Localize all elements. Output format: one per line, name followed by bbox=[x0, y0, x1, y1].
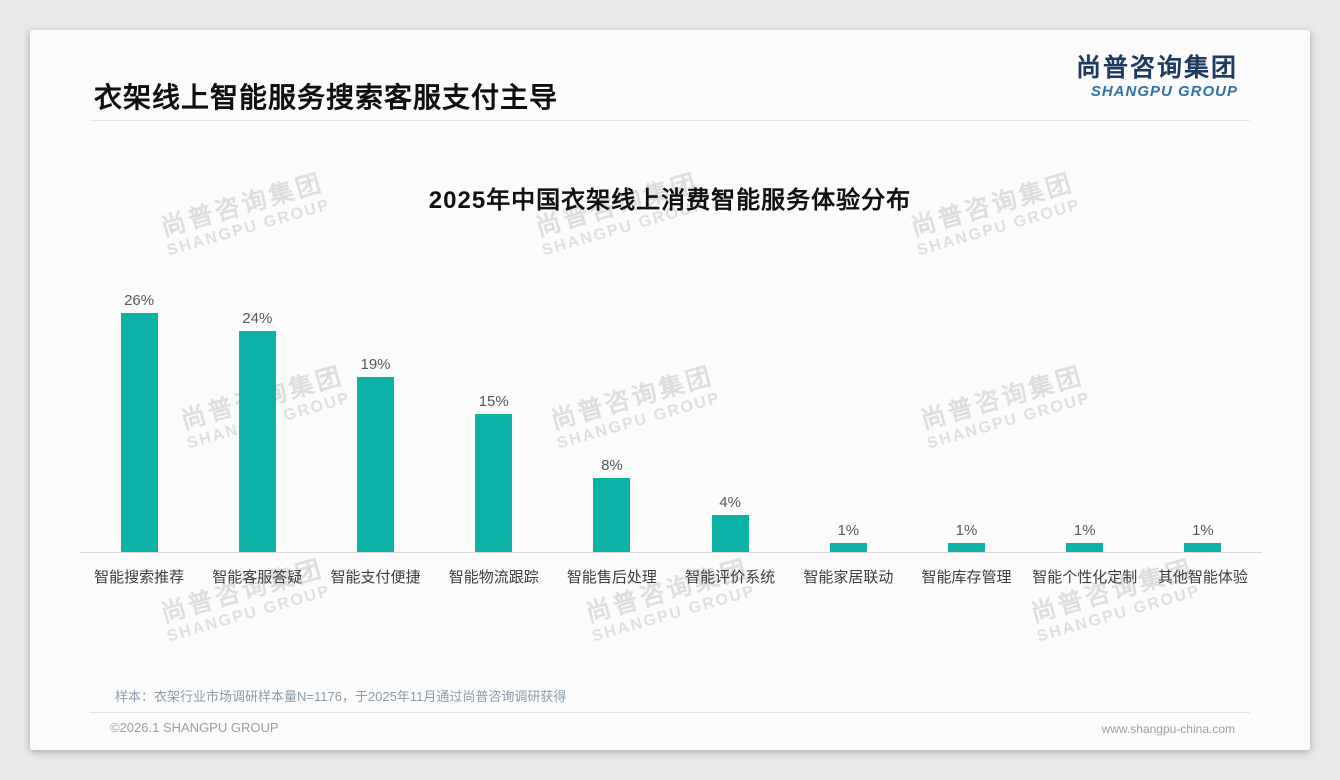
page-title: 衣架线上智能服务搜索客服支付主导 bbox=[94, 82, 559, 113]
bar-group: 1% bbox=[1026, 522, 1144, 552]
category-label: 智能库存管理 bbox=[921, 569, 1012, 586]
bar-group: 1% bbox=[907, 522, 1025, 552]
bar bbox=[1184, 543, 1222, 552]
category-label: 智能家居联动 bbox=[803, 569, 894, 586]
category-label: 智能支付便捷 bbox=[330, 569, 421, 586]
bar-value-label: 24% bbox=[242, 310, 273, 327]
bar-group: 26% bbox=[80, 292, 198, 552]
logo-english-text: SHANGPU GROUP bbox=[1090, 82, 1238, 100]
bar bbox=[711, 515, 749, 552]
bar-group: 24% bbox=[198, 310, 316, 552]
footer-divider bbox=[90, 712, 1250, 713]
bar-value-label: 1% bbox=[955, 522, 978, 539]
category-axis: 智能搜索推荐 智能客服答疑 智能支付便捷 智能物流跟踪 智能售后处理 智能评价系统 智能家居… bbox=[80, 566, 1262, 587]
bar-chart: 26% 24% 19% 15% 8% 4% 1% 1% 1% 1% bbox=[80, 292, 1262, 553]
bar bbox=[238, 331, 276, 552]
category-label: 智能评价系统 bbox=[685, 569, 776, 586]
chart-title: 2025年中国衣架线上消费智能服务体验分布 bbox=[428, 187, 912, 214]
category-label: 智能客服答疑 bbox=[212, 569, 303, 586]
bar-value-label: 1% bbox=[837, 522, 860, 539]
bar-group: 1% bbox=[789, 522, 907, 552]
category-label: 智能物流跟踪 bbox=[448, 569, 539, 586]
watermark-line1: 尚普咨询集团 bbox=[157, 554, 327, 628]
bar bbox=[829, 543, 867, 552]
bar-value-label: 8% bbox=[601, 457, 623, 474]
bar-group: 8% bbox=[553, 457, 671, 552]
bar bbox=[475, 414, 513, 552]
bar-value-label: 4% bbox=[719, 494, 741, 511]
logo-chinese-text: 尚普咨询集团 bbox=[1075, 54, 1238, 82]
company-logo: 尚普咨询集团 SHANGPU GROUP bbox=[1076, 54, 1238, 100]
bar-value-label: 1% bbox=[1192, 522, 1214, 539]
bar bbox=[948, 543, 986, 552]
bar-value-label: 1% bbox=[1073, 522, 1096, 539]
category-label: 智能搜索推荐 bbox=[94, 569, 185, 586]
slide-card: 衣架线上智能服务搜索客服支付主导 尚普咨询集团 SHANGPU GROUP 尚普… bbox=[30, 30, 1310, 750]
bar bbox=[120, 313, 158, 552]
bar-value-label: 19% bbox=[360, 356, 391, 373]
watermark-line2: SHANGPU GROUP bbox=[590, 581, 758, 645]
bar-group: 15% bbox=[435, 393, 553, 552]
bar bbox=[357, 377, 394, 552]
bar-group: 1% bbox=[1144, 522, 1262, 552]
category-label: 智能个性化定制 bbox=[1032, 569, 1138, 586]
watermark-line2: SHANGPU GROUP bbox=[1035, 581, 1203, 645]
watermark-line2: SHANGPU GROUP bbox=[165, 581, 333, 645]
category-label: 智能售后处理 bbox=[566, 569, 657, 586]
bar-group: 4% bbox=[671, 494, 789, 552]
bar-value-label: 26% bbox=[124, 292, 155, 309]
bar bbox=[593, 478, 631, 552]
sample-footnote: 样本：衣架行业市场调研样本量N=1176，于2025年11月通过尚普咨询调研获得 bbox=[115, 689, 567, 704]
category-label: 其他智能体验 bbox=[1157, 569, 1248, 586]
watermark-line1: 尚普咨询集团 bbox=[1027, 554, 1197, 628]
header-divider bbox=[90, 120, 1250, 121]
bar-group: 19% bbox=[316, 356, 434, 552]
website-url: www.shangpu-china.com bbox=[1101, 722, 1235, 736]
copyright-text: ©2026.1 SHANGPU GROUP bbox=[110, 720, 279, 735]
watermark-line1: 尚普咨询集团 bbox=[582, 554, 752, 628]
bar bbox=[1066, 543, 1104, 552]
bar-value-label: 15% bbox=[478, 393, 509, 410]
